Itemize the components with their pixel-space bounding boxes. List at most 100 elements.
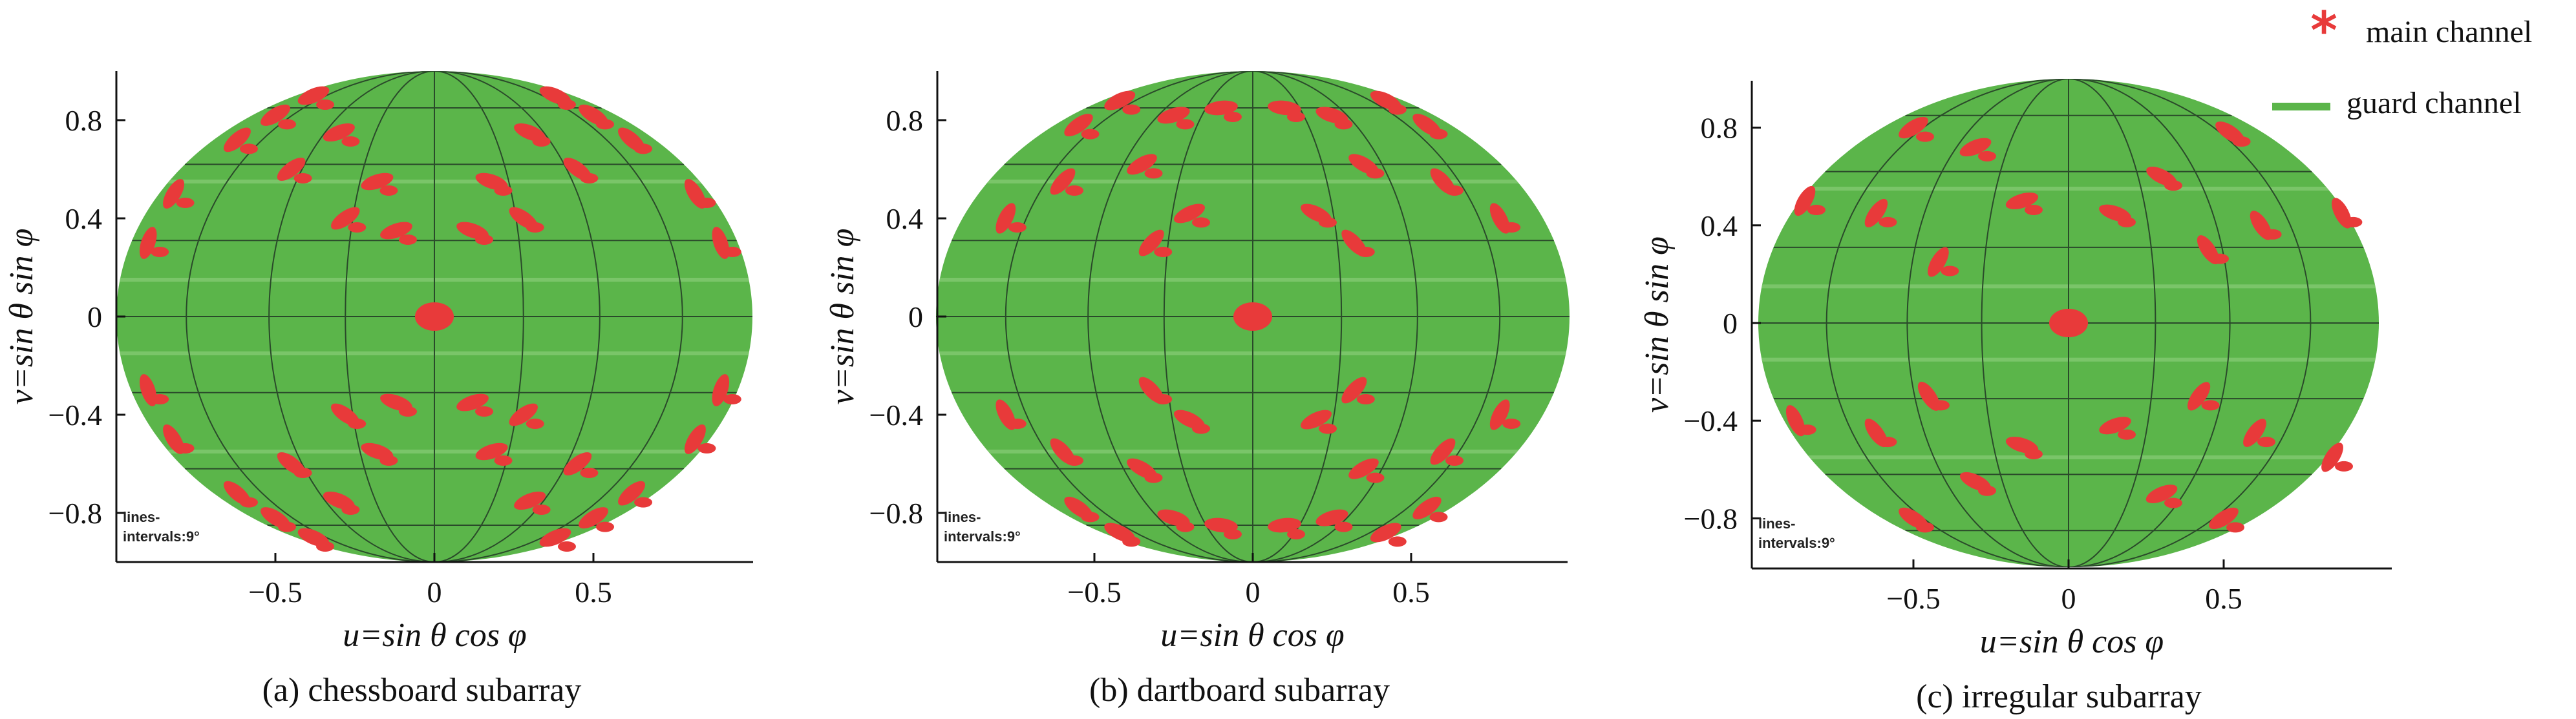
main-channel-point — [1268, 517, 1301, 533]
main-channel-point — [1176, 119, 1195, 130]
y-tick-label: −0.8 — [48, 497, 102, 530]
main-channel-point — [1429, 129, 1448, 140]
main-channel-point — [697, 198, 716, 208]
chart-panel-2: 0.8 0.4 0 −0.4 −0.8 −0.5 0 0.5 u=sin θ cos φ v=si… — [824, 71, 1570, 709]
main-channel-point — [1879, 437, 1897, 448]
main-channel-point — [1445, 185, 1464, 196]
main-channel-point — [1334, 119, 1353, 130]
main-channel-point — [151, 394, 169, 404]
main-channel-point — [723, 394, 741, 404]
grid-interval-note: intervals:9° — [944, 528, 1021, 545]
legend-main-label: main channel — [2366, 15, 2532, 49]
main-channel-point — [2005, 193, 2039, 209]
main-channel-point — [1429, 512, 1448, 523]
main-channel-point — [2201, 400, 2220, 411]
main-channel-point — [1348, 458, 1379, 479]
main-channel-point — [1502, 419, 1521, 429]
main-channel-point — [293, 173, 312, 183]
x-tick-label: 0 — [427, 576, 442, 609]
main-channel-point — [1366, 472, 1385, 483]
y-tick-label: −0.4 — [1684, 404, 1738, 437]
main-channel-point — [1794, 185, 1816, 216]
main-channel-point — [1879, 216, 1897, 227]
main-channel-point — [1301, 410, 1332, 430]
main-channel-point — [526, 222, 544, 233]
y-tick-label: −0.4 — [869, 399, 923, 432]
main-channel-point — [1268, 100, 1301, 116]
main-channel-point — [2145, 485, 2178, 503]
grid-interval-note: intervals:9° — [1758, 535, 1835, 551]
x-tick-label: −0.5 — [248, 576, 302, 609]
main-channel-point — [1502, 222, 1521, 233]
main-channel-point — [1050, 168, 1076, 195]
main-channel-point — [1144, 472, 1163, 483]
main-channel-point — [1959, 138, 1992, 157]
main-channel-point — [2257, 437, 2275, 448]
main-channel-point — [1489, 399, 1510, 430]
grid-interval-note: lines- — [1758, 516, 1795, 532]
main-channel-point — [379, 185, 398, 196]
main-channel-point — [1319, 423, 1337, 434]
y-tick-label: 0.8 — [1701, 112, 1738, 145]
main-channel-point — [331, 207, 360, 230]
main-channel-point — [1287, 112, 1305, 122]
main-channel-point — [1978, 485, 1996, 496]
main-channel-point — [316, 99, 335, 110]
main-channel-point — [2118, 216, 2136, 227]
main-channel-point — [1941, 266, 1959, 276]
main-channel-point — [723, 247, 741, 257]
main-channel-icon: * — [2310, 1, 2337, 61]
main-channel-point — [1064, 114, 1093, 137]
main-channel-point — [526, 419, 544, 429]
main-channel-point — [361, 172, 394, 191]
main-channel-point — [1366, 168, 1385, 179]
main-channel-point — [2226, 522, 2244, 533]
main-channel-point — [1138, 229, 1164, 256]
main-channel-point — [557, 99, 576, 110]
main-channel-point — [348, 419, 367, 429]
chart-panel-1: 0.8 0.4 0 −0.4 −0.8 −0.5 0 0.5 u=sin θ cos φ v=si… — [3, 71, 753, 709]
y-tick-label: 0.8 — [886, 104, 924, 137]
main-channel-point — [1334, 521, 1353, 532]
main-channel-point — [316, 541, 335, 552]
x-axis-label: u=sin θ cos φ — [1980, 623, 2164, 660]
main-channel-point — [1341, 377, 1367, 404]
main-channel-point — [1204, 517, 1238, 533]
main-channel-point — [1356, 394, 1375, 404]
main-channel-point — [1928, 247, 1949, 277]
y-axis-label: v=sin θ sin φ — [3, 229, 40, 405]
chart-panel-3: 0.8 0.4 0 −0.4 −0.8 −0.5 0 0.5 u=sin θ cos φ v=si… — [1639, 79, 2392, 715]
main-channel-point — [532, 505, 551, 515]
main-channel-point — [2099, 417, 2131, 435]
main-channel-point — [712, 374, 730, 406]
main-channel-point — [514, 491, 546, 510]
main-channel-point — [2232, 136, 2251, 147]
main-channel-point — [1192, 217, 1210, 228]
longitude-line — [345, 71, 524, 562]
main-channel-point — [1287, 529, 1305, 539]
main-channel-point — [1204, 100, 1238, 116]
main-channel-point — [494, 455, 513, 466]
main-channel-point — [1319, 217, 1337, 228]
main-channel-point — [475, 406, 494, 417]
longitude-line — [1005, 71, 1501, 562]
main-channel-point — [557, 541, 576, 552]
main-channel-point — [1356, 247, 1375, 257]
main-channel-point — [297, 86, 330, 105]
y-axis-label: v=sin θ sin φ — [1639, 236, 1676, 413]
main-channel-point — [1932, 400, 1950, 411]
subfigure-caption: (c) irregular subarray — [1916, 678, 2202, 715]
main-channel-point — [348, 222, 367, 233]
main-channel-point — [579, 507, 608, 529]
main-channel-point — [1174, 203, 1205, 224]
main-channel-point — [278, 119, 296, 130]
y-tick-label: 0 — [1723, 307, 1738, 340]
main-channel-point — [239, 497, 258, 508]
y-tick-label: −0.8 — [869, 497, 923, 530]
main-channel-point — [380, 222, 412, 240]
main-channel-point — [1154, 394, 1173, 404]
y-axis-label: v=sin θ sin φ — [824, 229, 861, 405]
longitude-line — [1906, 79, 2231, 567]
x-tick-label: 0.5 — [1392, 576, 1430, 609]
main-channel-point — [456, 393, 489, 412]
